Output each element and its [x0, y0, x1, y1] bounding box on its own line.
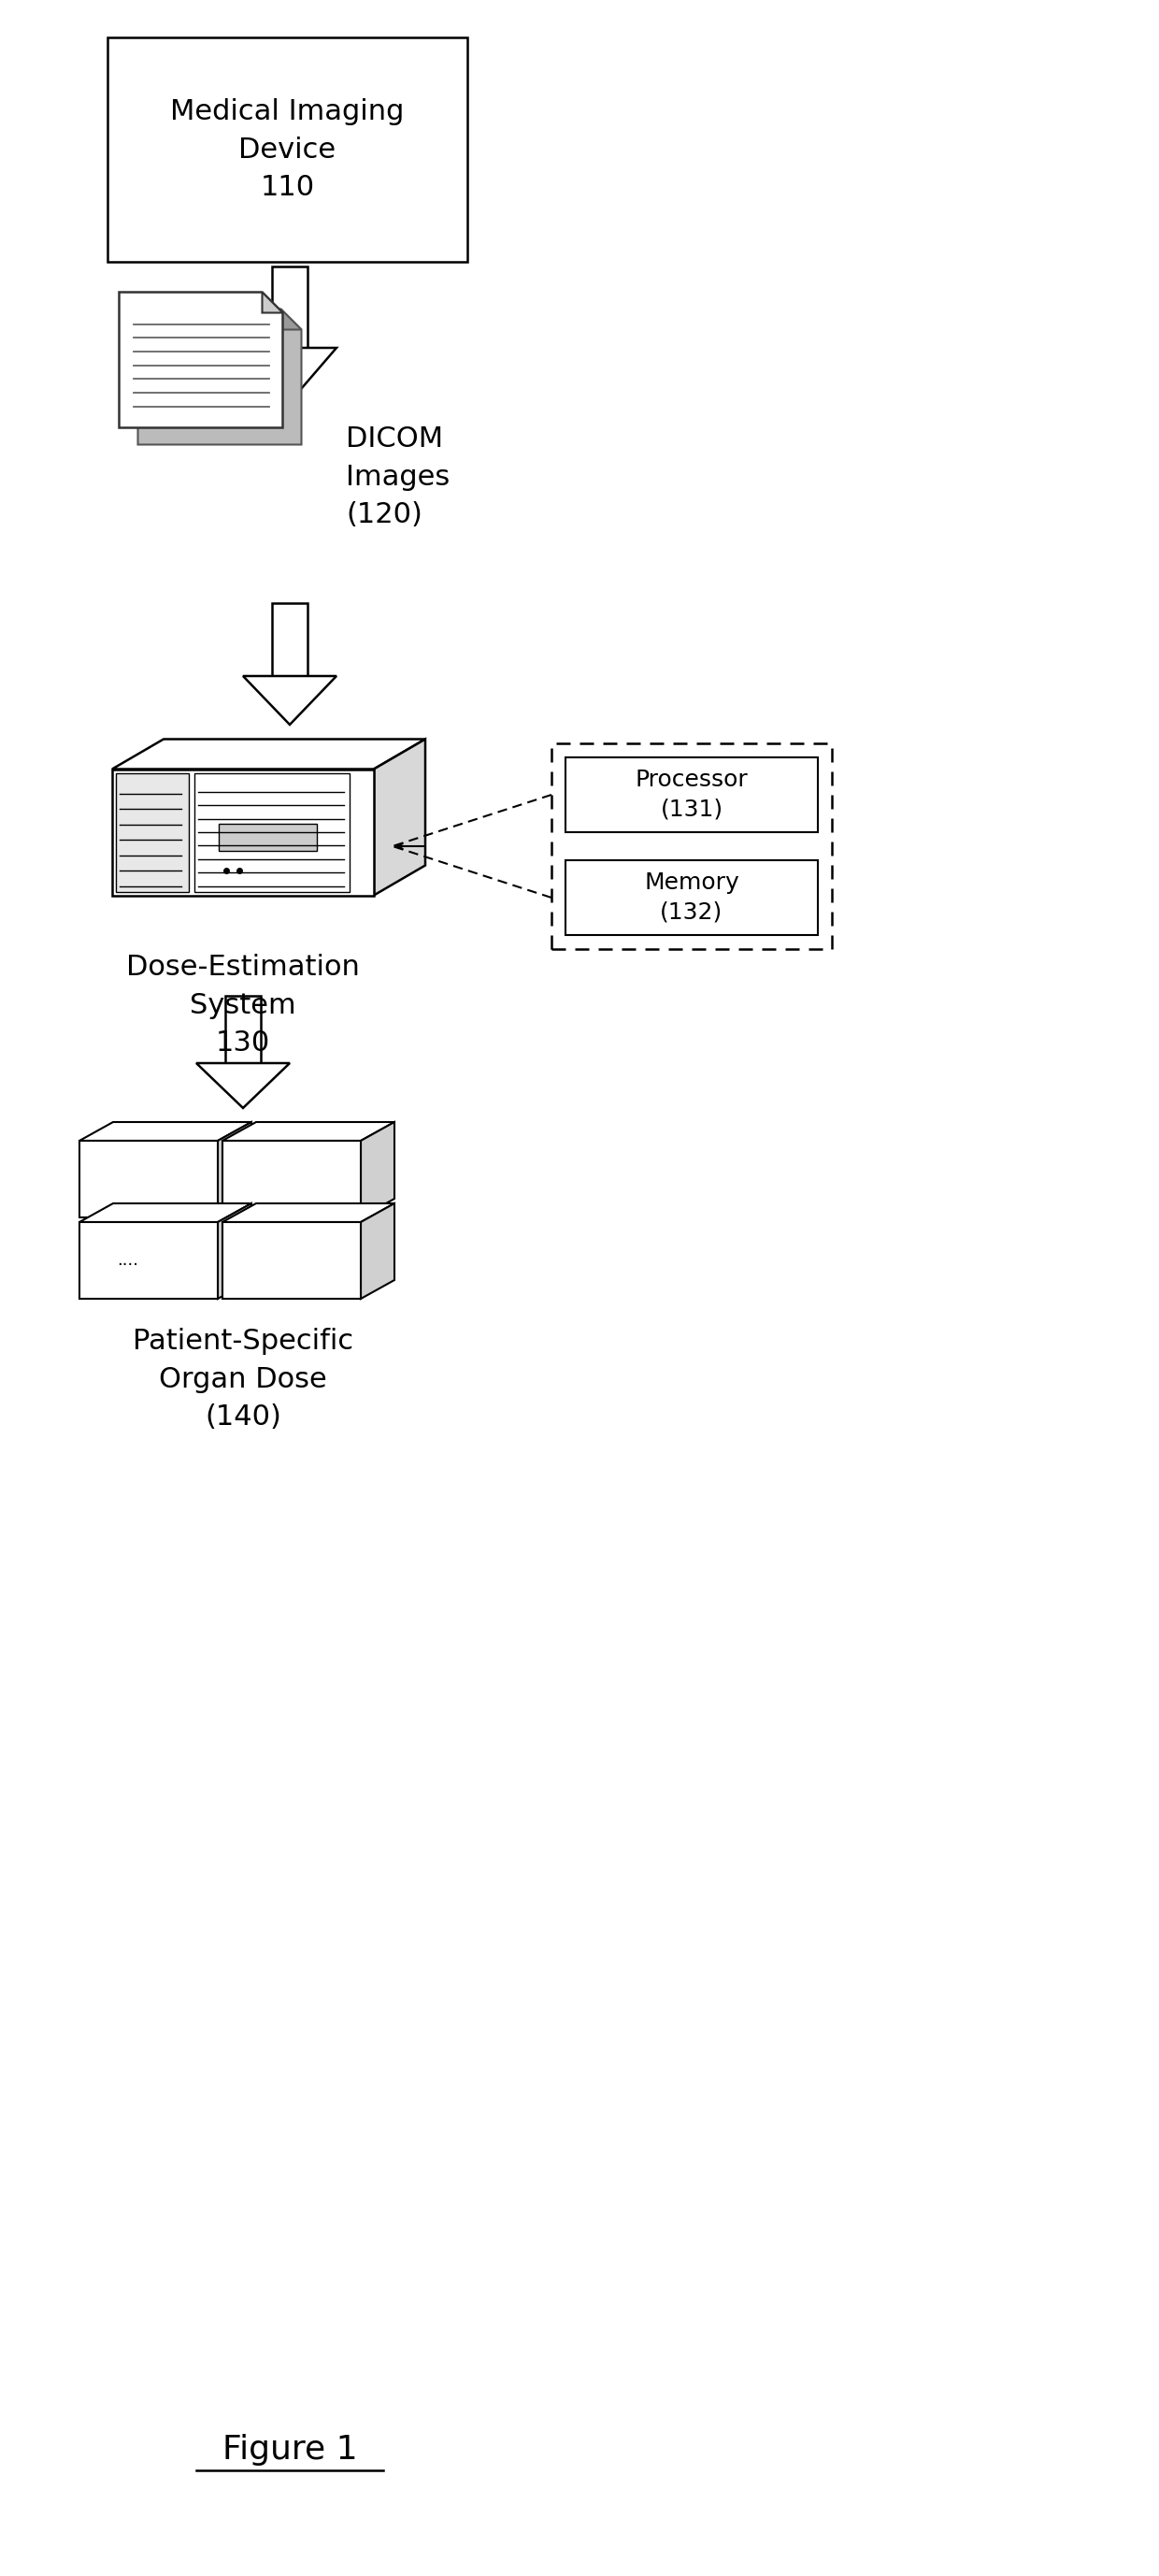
Bar [108, 39, 467, 263]
Polygon shape [218, 1203, 252, 1298]
Polygon shape [218, 1123, 252, 1218]
Polygon shape [280, 309, 301, 330]
Text: Patient-Specific
Organ Dose
(140): Patient-Specific Organ Dose (140) [132, 1327, 353, 1430]
Polygon shape [223, 1203, 394, 1221]
Polygon shape [138, 309, 301, 446]
Polygon shape [262, 291, 283, 312]
Polygon shape [223, 1123, 394, 1141]
Bar [225, 997, 261, 1064]
Bar [223, 1221, 360, 1298]
Polygon shape [243, 348, 336, 402]
Bar [219, 824, 316, 850]
Bar [80, 1221, 218, 1298]
Bar [566, 757, 818, 832]
Polygon shape [374, 739, 425, 896]
Text: Medical Imaging
Device
110: Medical Imaging Device 110 [170, 98, 404, 201]
Polygon shape [80, 1203, 252, 1221]
Bar [272, 603, 307, 675]
Bar [80, 1141, 218, 1218]
Polygon shape [360, 1123, 394, 1218]
Bar [272, 265, 307, 348]
Polygon shape [360, 1203, 394, 1298]
Polygon shape [119, 291, 283, 428]
Bar [552, 744, 832, 948]
Text: Dose-Estimation
System
130: Dose-Estimation System 130 [126, 953, 359, 1056]
Polygon shape [243, 675, 336, 724]
Polygon shape [80, 1123, 252, 1141]
Polygon shape [196, 1064, 290, 1108]
Text: ....: .... [117, 1252, 139, 1270]
Bar [195, 773, 350, 891]
Bar [116, 773, 189, 891]
Polygon shape [112, 739, 425, 770]
Text: DICOM
Images
(120): DICOM Images (120) [345, 425, 450, 528]
Bar [566, 860, 818, 935]
Bar [223, 1141, 360, 1218]
Text: Figure 1: Figure 1 [223, 2434, 357, 2465]
Text: Processor
(131): Processor (131) [635, 768, 748, 822]
Bar [112, 770, 374, 896]
Text: Memory
(132): Memory (132) [644, 871, 739, 925]
